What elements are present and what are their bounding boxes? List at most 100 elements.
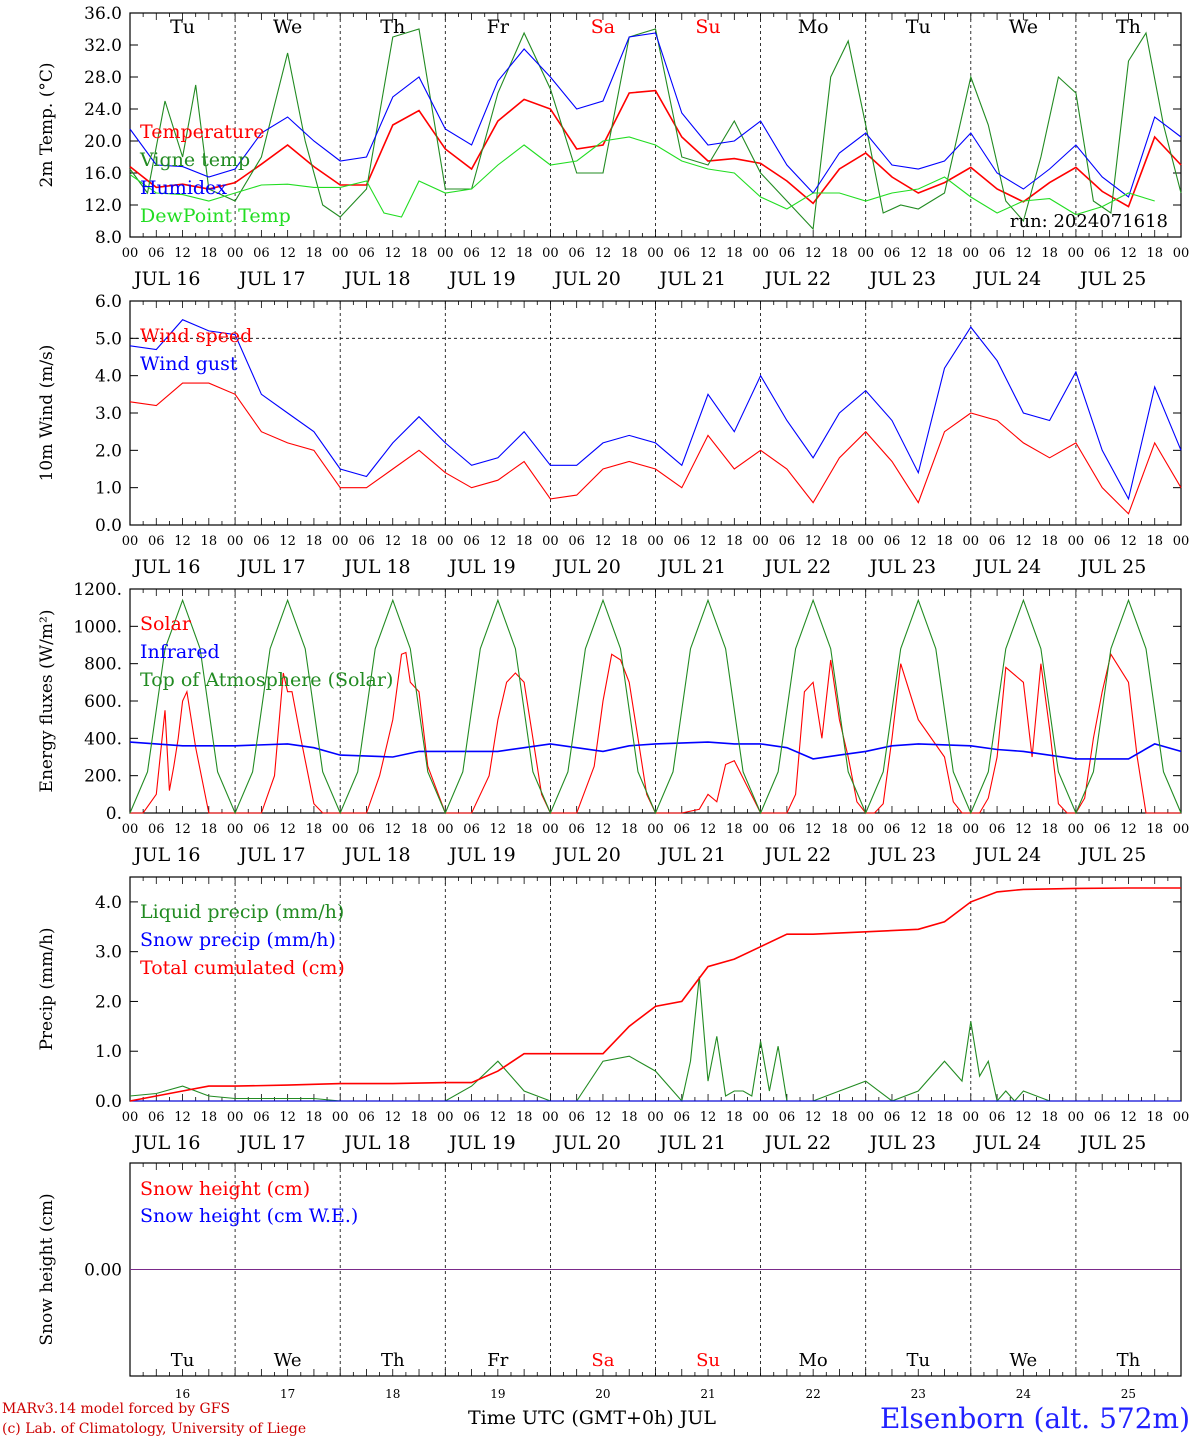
hour-tick-label: 18 — [1041, 246, 1058, 261]
hour-tick-label: 18 — [936, 534, 953, 549]
hour-tick-label: 18 — [1041, 534, 1058, 549]
hour-tick-label: 06 — [779, 1110, 796, 1125]
hour-tick-label: 00 — [647, 822, 664, 837]
date-label: JUL 21 — [657, 268, 725, 290]
hour-tick-label: 06 — [674, 1110, 691, 1125]
hour-tick-label: 00 — [437, 246, 454, 261]
y-tick-label: 20.0 — [84, 132, 122, 152]
hour-tick-label: 18 — [831, 1110, 848, 1125]
hour-tick-label: 12 — [1120, 534, 1137, 549]
series-line-temperature — [129, 89, 1182, 208]
y-tick-label: 800. — [84, 655, 122, 675]
legend-entry: Humidex — [140, 177, 227, 199]
hour-tick-label: 18 — [201, 822, 218, 837]
date-label: JUL 17 — [237, 268, 305, 290]
hour-tick-label: 18 — [516, 534, 533, 549]
y-tick-label: 1200. — [73, 580, 122, 600]
panel-frame — [129, 12, 1182, 238]
hour-tick-label: 12 — [700, 246, 717, 261]
hour-tick-label: 00 — [227, 246, 244, 261]
date-label: JUL 19 — [447, 1132, 515, 1154]
hour-tick-label: 18 — [621, 246, 638, 261]
hour-tick-label: 00 — [963, 1110, 980, 1125]
date-label: JUL 20 — [552, 1132, 620, 1154]
date-label: JUL 22 — [763, 268, 831, 290]
y-tick-label: 0.00 — [84, 1261, 122, 1281]
legend-entry: Top of Atmosphere (Solar) — [140, 669, 393, 691]
hour-tick-label: 00 — [647, 1110, 664, 1125]
y-tick-label: 600. — [84, 692, 122, 712]
weekday-label: We — [1010, 1350, 1038, 1371]
date-label: JUL 24 — [973, 1132, 1041, 1154]
hour-tick-label: 18 — [726, 822, 743, 837]
date-label: JUL 16 — [132, 556, 200, 578]
hour-tick-label: 06 — [989, 246, 1006, 261]
weekday-label: Tu — [906, 1350, 930, 1371]
panel-3: 0. 200. 400. 600. 800. 1000. 1200. Energy fluxe… — [37, 580, 1189, 866]
hour-tick-label: 00 — [332, 822, 349, 837]
hour-tick-label: 00 — [647, 534, 664, 549]
y-tick-label: 5.0 — [95, 329, 122, 349]
hour-tick-label: 00 — [122, 534, 139, 549]
hour-tick-label: 18 — [201, 246, 218, 261]
y-tick-label: 400. — [84, 729, 122, 749]
hour-tick-label: 12 — [174, 822, 191, 837]
hour-tick-label: 18 — [411, 534, 428, 549]
y-tick-label: 4.0 — [95, 893, 122, 913]
hour-tick-label: 00 — [963, 822, 980, 837]
hour-tick-label: 12 — [805, 822, 822, 837]
y-axis-title: 10m Wind (m/s) — [37, 345, 57, 482]
hour-tick-label: 06 — [989, 822, 1006, 837]
date-label: JUL 22 — [763, 556, 831, 578]
hour-tick-label: 12 — [279, 246, 296, 261]
hour-tick-label: 06 — [674, 534, 691, 549]
hour-tick-label: 00 — [227, 822, 244, 837]
hour-tick-label: 06 — [253, 822, 270, 837]
hour-tick-label: 18 — [831, 822, 848, 837]
hour-tick-label: 12 — [700, 822, 717, 837]
date-label: JUL 21 — [657, 556, 725, 578]
panel-frame — [129, 588, 1182, 814]
hour-tick-label: 06 — [779, 534, 796, 549]
y-tick-label: 0.0 — [95, 1092, 122, 1112]
y-tick-label: 1000. — [73, 617, 122, 637]
day-number-label: 19 — [490, 1387, 505, 1401]
series-line-dewpoint-temp — [129, 136, 1155, 218]
date-label: JUL 18 — [342, 844, 410, 866]
hour-tick-label: 00 — [437, 822, 454, 837]
date-label: JUL 18 — [342, 556, 410, 578]
date-label: JUL 25 — [1078, 268, 1146, 290]
hour-tick-label: 12 — [595, 822, 612, 837]
hour-tick-label: 00 — [542, 246, 559, 261]
panel-2: 0.0 1.0 2.0 3.0 4.0 5.0 6.0 10m Wind (m/s) Wind … — [37, 292, 1189, 578]
y-tick-label: 28.0 — [84, 68, 122, 88]
hour-tick-label: 18 — [1146, 246, 1163, 261]
hour-tick-label: 18 — [201, 534, 218, 549]
hour-tick-label: 18 — [1146, 822, 1163, 837]
date-label: JUL 24 — [973, 556, 1041, 578]
date-label: JUL 24 — [973, 268, 1041, 290]
time-axis-title: Time UTC (GMT+0h) JUL — [468, 1407, 716, 1429]
hour-tick-label: 18 — [936, 1110, 953, 1125]
date-label: JUL 19 — [447, 268, 515, 290]
hour-tick-label: 18 — [621, 1110, 638, 1125]
hour-tick-label: 00 — [1068, 246, 1085, 261]
hour-tick-label: 12 — [700, 1110, 717, 1125]
hour-tick-label: 18 — [516, 822, 533, 837]
hour-tick-label: 06 — [253, 534, 270, 549]
hour-tick-label: 06 — [463, 534, 480, 549]
hour-tick-label: 12 — [384, 534, 401, 549]
hour-tick-label: 00 — [1068, 534, 1085, 549]
date-label: JUL 23 — [868, 556, 936, 578]
weekday-label: Tu — [170, 16, 195, 38]
date-label: JUL 25 — [1078, 1132, 1146, 1154]
hour-tick-label: 12 — [1015, 246, 1032, 261]
hour-tick-label: 12 — [910, 822, 927, 837]
hour-tick-label: 00 — [437, 1110, 454, 1125]
day-number-label: 16 — [175, 1387, 190, 1401]
series-group — [129, 887, 1181, 1103]
hour-tick-label: 12 — [595, 1110, 612, 1125]
hour-tick-label: 12 — [1120, 246, 1137, 261]
hour-tick-label: 06 — [884, 1110, 901, 1125]
hour-tick-label: 12 — [490, 534, 507, 549]
